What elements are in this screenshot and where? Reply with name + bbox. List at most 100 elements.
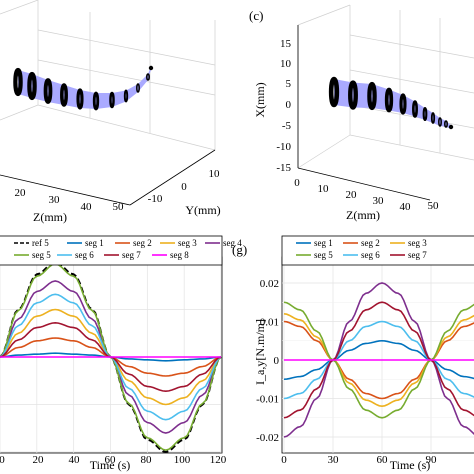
panel-c-x-tick: 10 — [280, 58, 292, 70]
panel-b-box — [0, 0, 216, 151]
panel-g-lines — [283, 282, 474, 438]
panel-c-z-label: Z(mm) — [346, 208, 380, 222]
legend-f-label: seg 7 — [122, 250, 141, 260]
legend-f-label: seg 6 — [75, 250, 94, 260]
series-line-seg-5 — [283, 301, 474, 419]
panel-c-x-tick: 5 — [286, 78, 292, 90]
panel-g-x-tick: 30 — [328, 454, 340, 466]
panel-f-x-tick: 80 — [141, 454, 153, 466]
legend-g-label: seg 7 — [408, 250, 427, 260]
panel-b-z-label: Z(mm) — [33, 210, 67, 224]
panel-f-lines — [0, 260, 222, 454]
panel-f-x-tick: 60 — [105, 454, 117, 466]
tube-ring — [412, 100, 418, 118]
legend-g-label: seg 5 — [314, 250, 333, 260]
legend-f-label: seg 1 — [85, 238, 104, 248]
panel-c-z-tick: 0 — [294, 177, 300, 189]
tube-ring — [422, 106, 428, 122]
tube-ring — [123, 89, 129, 103]
panel-c-label: (c) — [249, 8, 263, 23]
tube-ring — [430, 112, 436, 124]
legend-f-items: ref 5 seg 1 seg 2 seg 3 seg 4 seg 5 seg 6 seg 7… — [14, 238, 242, 260]
panel-c-z-ticks: 0 10 20 30 40 50 — [294, 177, 439, 213]
panel-b-z-tick: 20 — [15, 187, 27, 199]
legend-f-label: seg 4 — [223, 238, 242, 248]
tube-ring — [146, 73, 150, 81]
panel-b-z-tick: 50 — [113, 201, 125, 213]
panel-c-x-tick: -10 — [276, 141, 291, 153]
tube-ring — [384, 87, 394, 113]
panel-c-z-tick: 10 — [318, 183, 330, 195]
panel-g-plot-area — [281, 256, 474, 454]
legend-g-label: seg 1 — [314, 238, 333, 248]
legend-g-label: seg 6 — [361, 250, 380, 260]
panel-b-z-ticks: 20 30 40 50 — [15, 187, 125, 213]
panel-b-y-tick: 10 — [209, 168, 221, 180]
panel-g-y-label: I_a,y[N.m/m] — [253, 319, 267, 385]
series-line-seg-4 — [283, 282, 474, 438]
legend-f-label: seg 5 — [32, 250, 51, 260]
tube-ring — [367, 81, 377, 111]
panel-b-y-ticks: 10 0 -10 — [148, 168, 220, 205]
legend-f-label: seg 2 — [133, 238, 152, 248]
series-line-seg-2 — [283, 320, 474, 400]
panel-c-box — [297, 4, 474, 169]
tube-ring — [328, 76, 340, 108]
tube-ring — [13, 67, 23, 97]
panel-g-y-tick: 0.01 — [260, 317, 279, 329]
panel-c-x-tick: 15 — [280, 38, 292, 50]
legend-g-label: seg 2 — [361, 238, 380, 248]
tube-tip — [148, 65, 154, 71]
panel-c-x-label: X(mm) — [253, 82, 267, 117]
tube-ring — [43, 78, 53, 104]
tube-ring — [27, 71, 37, 101]
panel-c-tube — [328, 76, 454, 130]
panel-c-z-tick: 40 — [400, 201, 412, 213]
panel-c-z-tick: 50 — [428, 200, 440, 212]
tube-ring — [60, 83, 68, 107]
panel-f-x-tick: 0 — [0, 454, 5, 466]
panel-b-y-tick: 0 — [181, 181, 187, 193]
panel-c-x-tick: -5 — [282, 120, 292, 132]
panel-b-z-tick: 30 — [49, 194, 61, 206]
tube-ring — [444, 120, 448, 128]
tube-ring — [399, 93, 407, 115]
legend-g-label: seg 3 — [408, 238, 427, 248]
legend-g-box — [281, 235, 474, 266]
panel-c-x-tick: 0 — [286, 99, 292, 111]
panel-f: ref 5 seg 1 seg 2 seg 3 seg 4 seg 5 seg 6 seg 7… — [0, 235, 242, 472]
tube-ring — [348, 80, 358, 110]
tube-ring — [76, 88, 84, 110]
panel-f-x-ticks: 0 20 40 60 80 100 120 — [0, 454, 227, 466]
panel-g-x-label: Time (s) — [390, 458, 431, 472]
legend-f-label: ref 5 — [32, 238, 49, 248]
legend-g: seg 1 seg 2 seg 3 seg 5 seg 6 seg 7 — [281, 235, 474, 266]
tube-ring — [92, 91, 100, 111]
legend-f-box — [0, 235, 223, 266]
legend-f-label: seg 8 — [170, 250, 189, 260]
tube-ring — [109, 91, 115, 109]
panel-b-y-label: Y(mm) — [185, 203, 220, 217]
panel-g-y-tick: -0.01 — [256, 394, 279, 406]
panel-g-x-tick: 60 — [377, 454, 389, 466]
series-line-seg-3 — [283, 313, 474, 408]
series-line-seg-6 — [283, 320, 474, 400]
panel-c-z-tick: 20 — [346, 189, 358, 201]
legend-f-label: seg 3 — [178, 238, 197, 248]
panel-g-x-ticks: 0 30 60 90 — [281, 454, 437, 466]
panel-f-x-tick: 120 — [210, 454, 227, 466]
panel-f-x-tick: 100 — [174, 454, 191, 466]
panel-b-tube — [13, 65, 154, 111]
panel-g-y-ticks: 0.02 0.01 0 -0.01 -0.02 — [256, 278, 279, 444]
tube-tip — [448, 124, 454, 130]
panel-b: 20 30 40 50 10 0 -10 Z(mm) Y(mm) — [0, 0, 221, 224]
panel-g-x-tick: 90 — [426, 454, 438, 466]
series-line-seg-1 — [283, 339, 474, 381]
tube-ring — [438, 117, 442, 127]
panel-c-x-tick: -15 — [276, 162, 291, 174]
panel-b-axes — [0, 149, 216, 206]
panel-g-y-tick: -0.02 — [256, 432, 279, 444]
legend-g-items: seg 1 seg 2 seg 3 seg 5 seg 6 seg 7 — [296, 238, 427, 260]
